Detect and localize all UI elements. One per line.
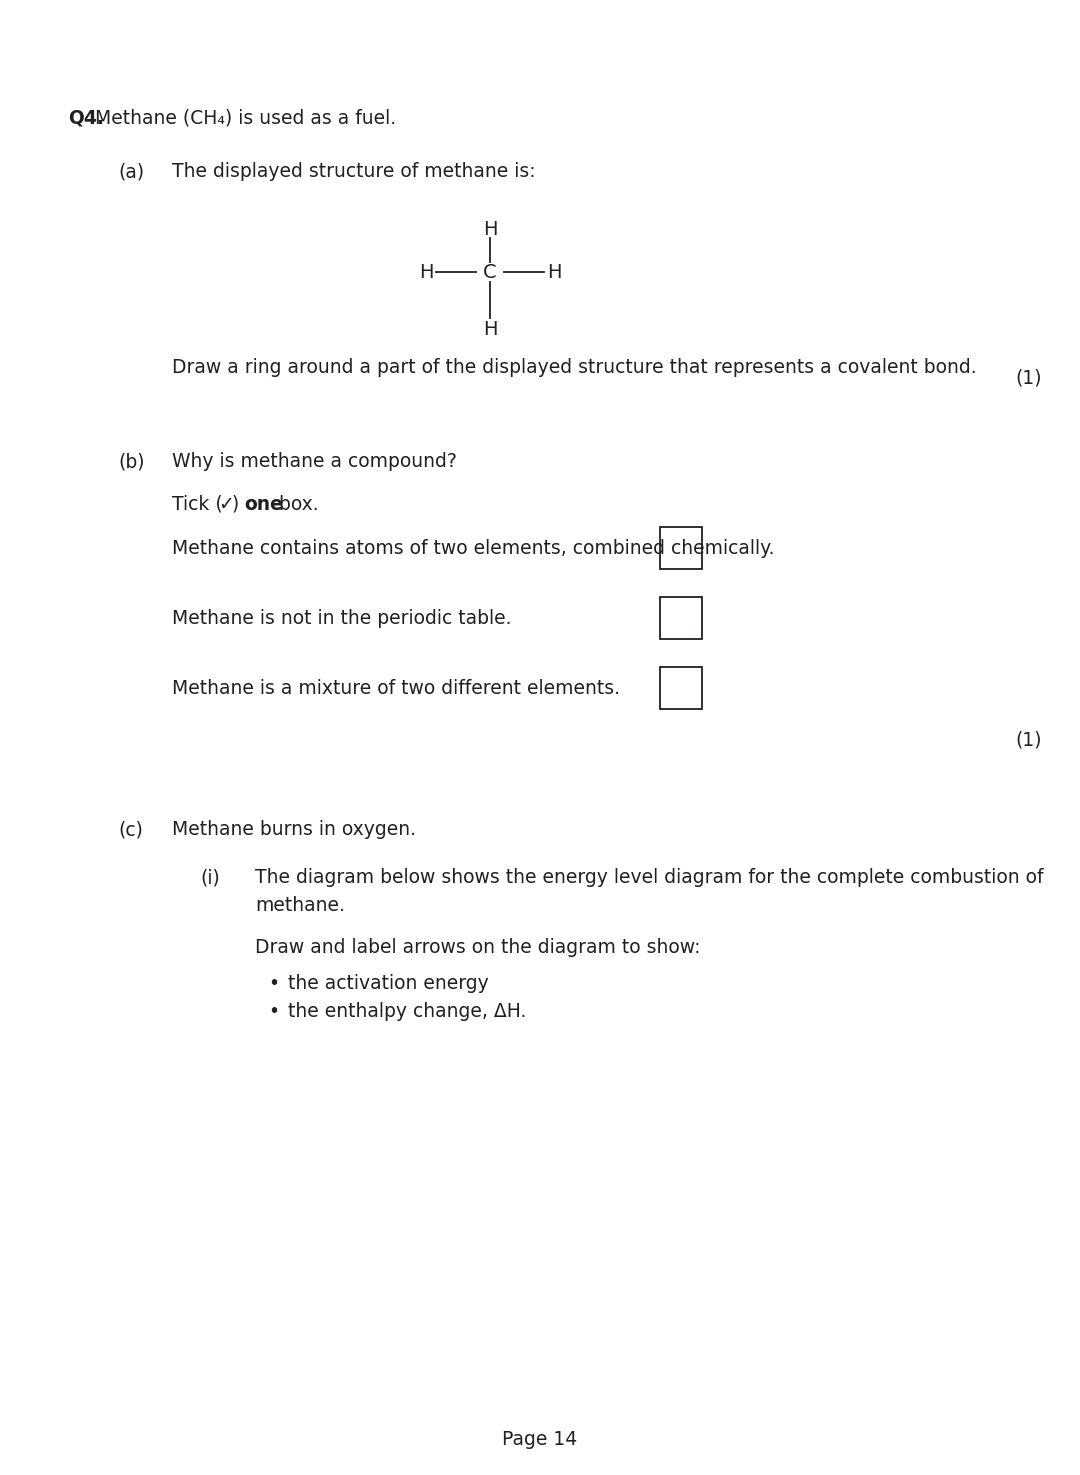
Text: ✓: ✓: [218, 496, 233, 513]
Text: C: C: [483, 263, 497, 282]
Text: H: H: [419, 263, 433, 282]
Text: the enthalpy change, ΔH.: the enthalpy change, ΔH.: [288, 1002, 526, 1021]
Text: •: •: [268, 1002, 279, 1021]
Bar: [660, 597, 702, 639]
Text: Methane (CH₄) is used as a fuel.: Methane (CH₄) is used as a fuel.: [95, 108, 396, 127]
Text: H: H: [483, 220, 497, 239]
Bar: [660, 667, 702, 709]
Text: one: one: [244, 496, 283, 513]
Text: (1): (1): [1015, 367, 1042, 386]
Text: Why is methane a compound?: Why is methane a compound?: [172, 451, 457, 471]
Text: The diagram below shows the energy level diagram for the complete combustion of: The diagram below shows the energy level…: [255, 867, 1043, 886]
Text: (i): (i): [200, 867, 219, 886]
Text: Draw and label arrows on the diagram to show:: Draw and label arrows on the diagram to …: [255, 938, 701, 957]
Text: Page 14: Page 14: [502, 1429, 578, 1448]
Text: Methane burns in oxygen.: Methane burns in oxygen.: [172, 820, 416, 839]
Text: Q4.: Q4.: [68, 108, 104, 127]
Text: The displayed structure of methane is:: The displayed structure of methane is:: [172, 162, 536, 181]
Text: (c): (c): [118, 820, 143, 839]
Text: box.: box.: [273, 496, 319, 513]
Text: H: H: [483, 320, 497, 339]
Text: the activation energy: the activation energy: [288, 974, 489, 993]
Text: (a): (a): [118, 162, 144, 181]
Text: Tick (: Tick (: [172, 496, 222, 513]
Text: ): ): [232, 496, 240, 513]
Text: (1): (1): [1015, 730, 1042, 749]
Text: Draw a ring around a part of the displayed structure that represents a covalent : Draw a ring around a part of the display…: [172, 358, 976, 378]
Text: Methane is not in the periodic table.: Methane is not in the periodic table.: [172, 609, 512, 627]
Text: (b): (b): [118, 451, 145, 471]
Text: •: •: [268, 974, 279, 993]
Bar: [660, 527, 702, 569]
Text: H: H: [546, 263, 562, 282]
Text: methane.: methane.: [255, 895, 345, 914]
Text: Methane contains atoms of two elements, combined chemically.: Methane contains atoms of two elements, …: [172, 538, 774, 558]
Text: Methane is a mixture of two different elements.: Methane is a mixture of two different el…: [172, 678, 620, 698]
